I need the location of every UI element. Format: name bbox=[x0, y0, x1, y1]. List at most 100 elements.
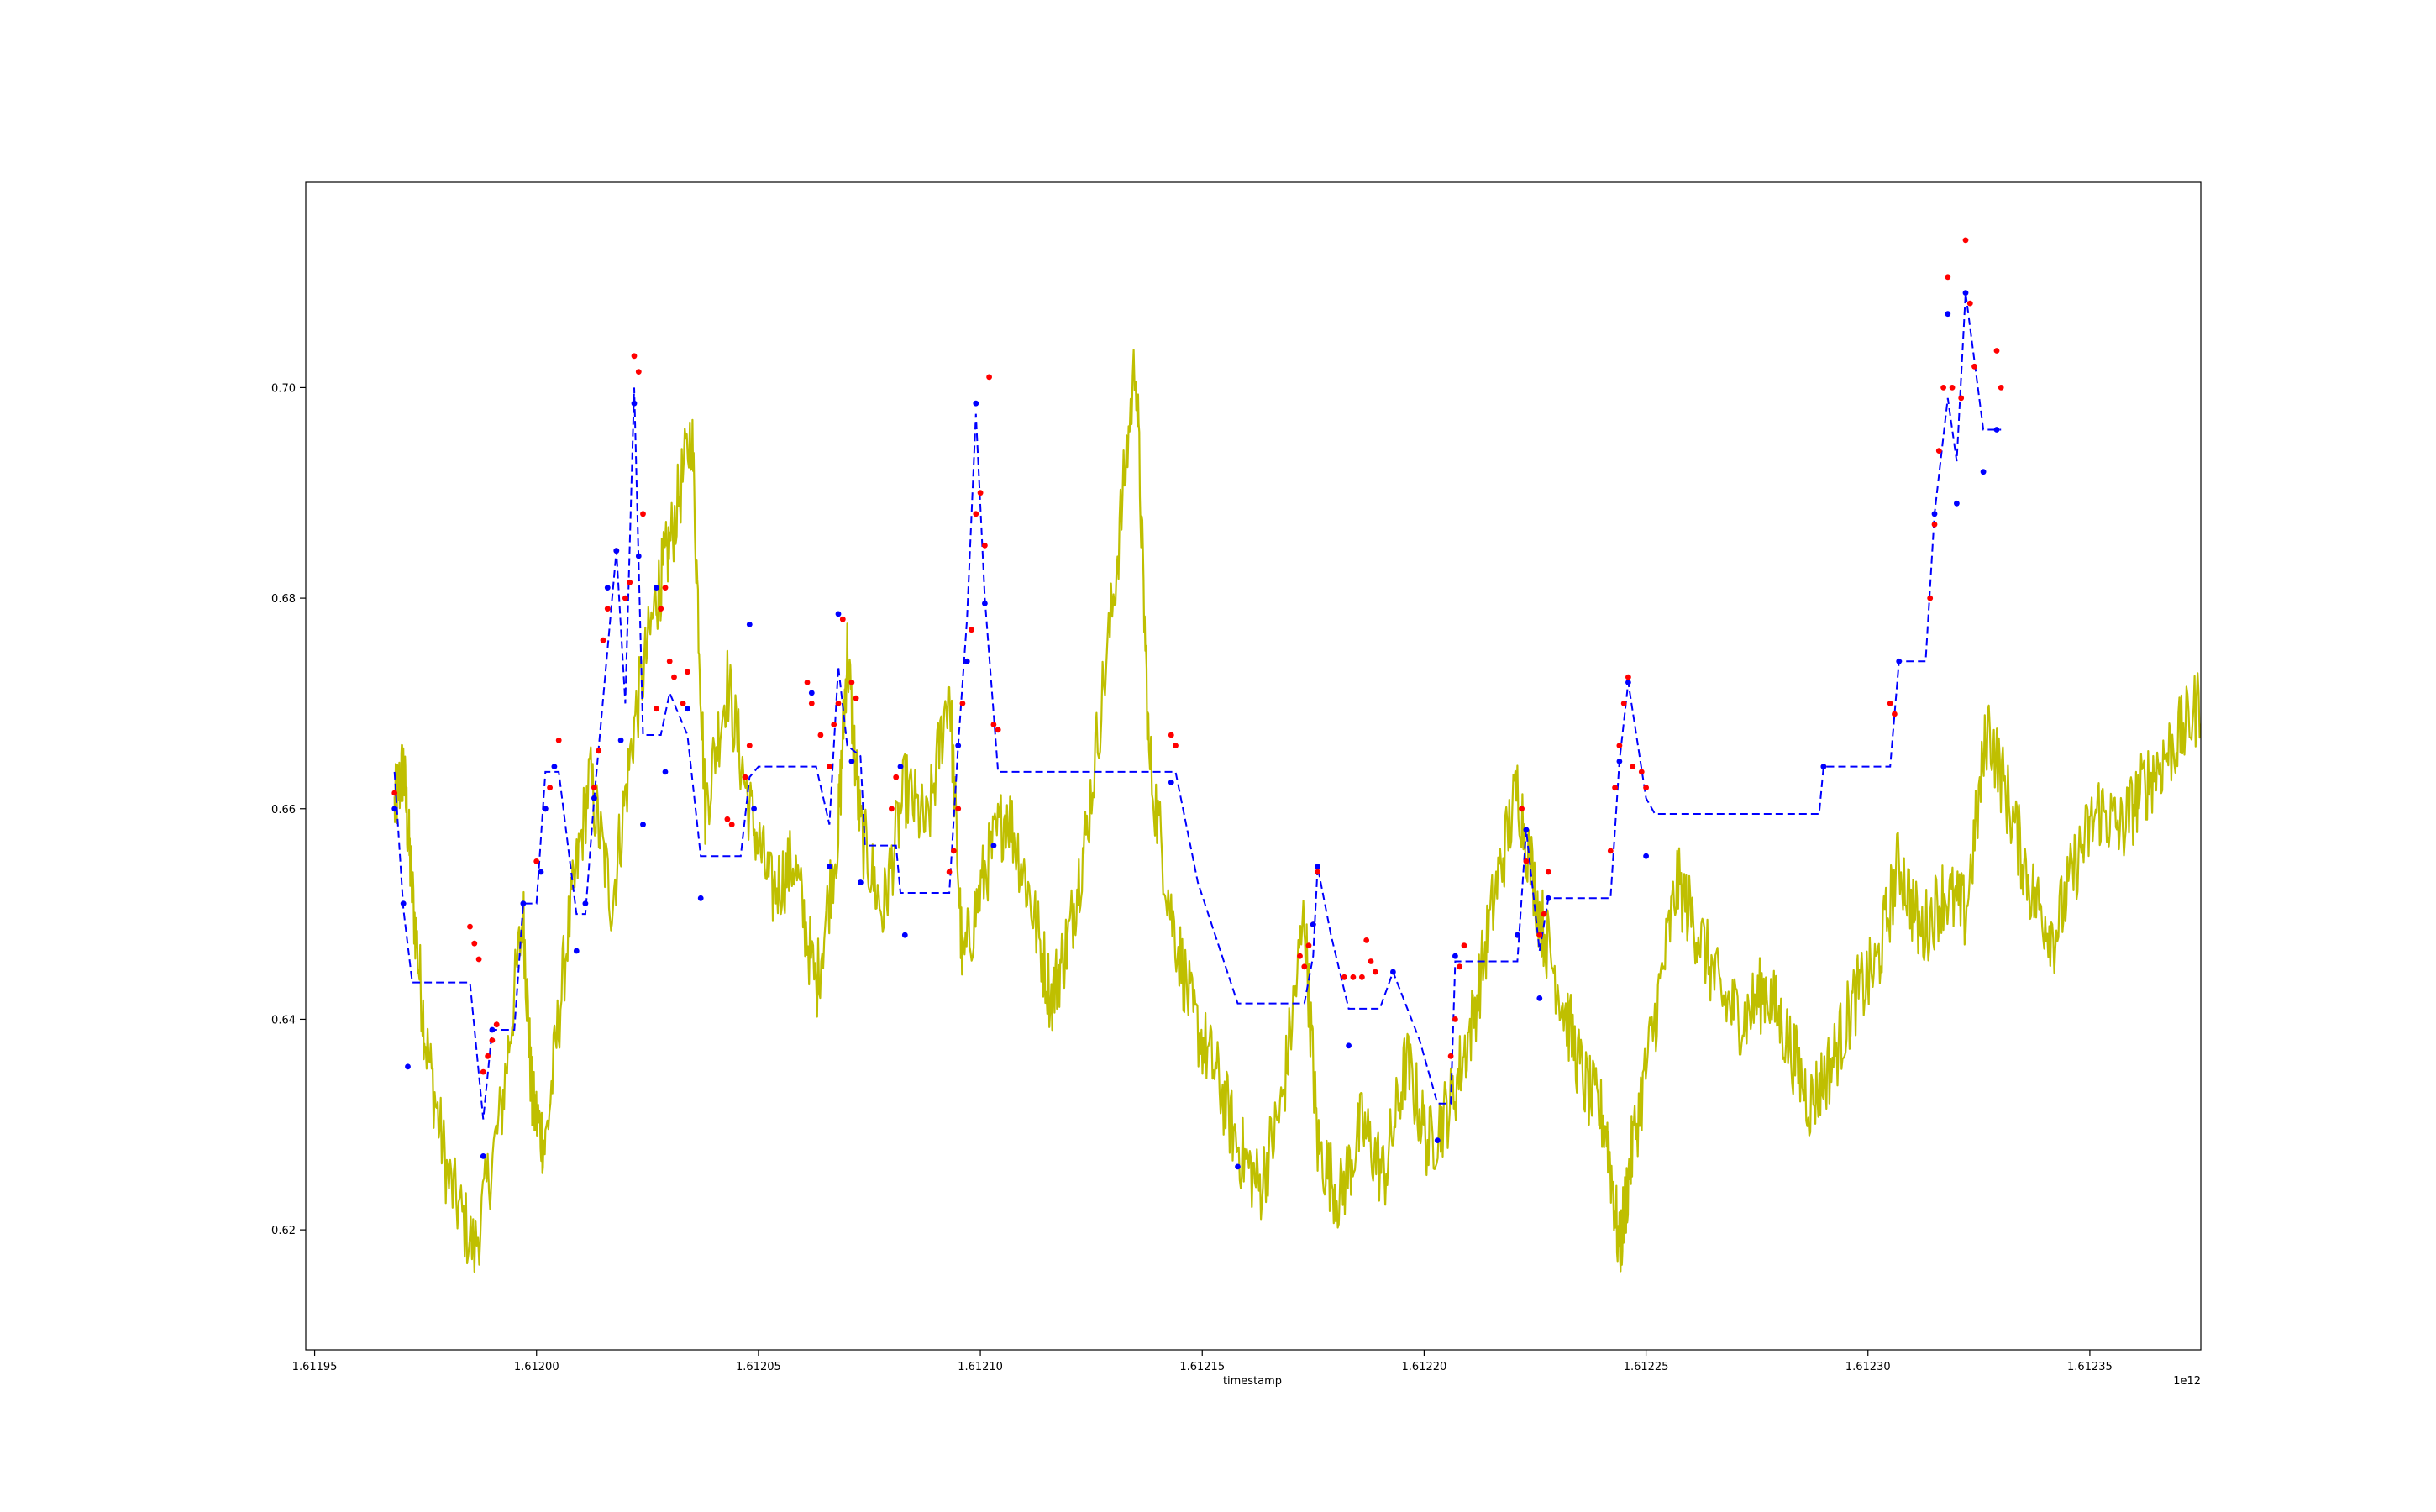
red-marker bbox=[1887, 701, 1893, 706]
blue-marker bbox=[973, 400, 979, 407]
blue-marker bbox=[662, 769, 669, 775]
red-marker bbox=[1341, 974, 1347, 980]
red-marker bbox=[471, 940, 478, 947]
red-marker bbox=[1892, 711, 1898, 717]
red-marker bbox=[658, 606, 664, 612]
red-marker bbox=[640, 511, 646, 517]
series-layer bbox=[391, 237, 2201, 1273]
x-axis-offset-label: 1e12 bbox=[2173, 1375, 2201, 1388]
x-tick-label: 1.61195 bbox=[292, 1361, 338, 1373]
red-marker bbox=[533, 858, 540, 864]
red-marker bbox=[1461, 942, 1467, 949]
blue-marker bbox=[746, 622, 753, 627]
red-marker bbox=[596, 748, 602, 754]
blue-marker bbox=[1346, 1042, 1352, 1049]
red-marker bbox=[1998, 385, 2004, 391]
blue-marker bbox=[808, 690, 815, 696]
red-marker bbox=[680, 701, 686, 706]
red-marker bbox=[1457, 963, 1463, 970]
blue-marker bbox=[1616, 759, 1623, 764]
red-marker bbox=[547, 785, 553, 791]
red-marker bbox=[1607, 848, 1614, 854]
blue-marker bbox=[640, 822, 646, 827]
blue-marker bbox=[635, 553, 642, 559]
blue-marker bbox=[1625, 680, 1631, 685]
blue-marker bbox=[751, 806, 757, 812]
blue-marker bbox=[1310, 921, 1316, 927]
red-marker bbox=[1545, 869, 1551, 875]
red-marker bbox=[1958, 395, 1965, 402]
red-marker bbox=[848, 680, 855, 685]
red-marker bbox=[662, 585, 669, 591]
red-marker bbox=[485, 1053, 491, 1059]
red-marker bbox=[982, 543, 988, 549]
red-marker bbox=[1363, 937, 1370, 943]
x-tick-label: 1.61225 bbox=[1624, 1361, 1669, 1373]
blue-marker bbox=[697, 895, 704, 901]
red-marker bbox=[969, 627, 974, 633]
blue-marker bbox=[1980, 469, 1987, 475]
red-marker bbox=[831, 722, 837, 727]
x-axis: 1.61195 1.61200 1.61205 1.61210 1.61215 1.612… bbox=[292, 1350, 2113, 1373]
blue-marker bbox=[1820, 764, 1827, 769]
red-marker bbox=[986, 374, 992, 381]
red-marker bbox=[808, 701, 815, 706]
y-tick-label: 0.68 bbox=[271, 593, 296, 606]
blue-marker bbox=[1315, 864, 1320, 870]
red-marker bbox=[671, 674, 677, 680]
red-marker bbox=[827, 764, 832, 769]
red-marker bbox=[1927, 595, 1934, 601]
red-marker bbox=[1966, 300, 1973, 307]
red-marker bbox=[817, 732, 824, 738]
blue-marker bbox=[685, 706, 690, 712]
red-marker bbox=[627, 579, 633, 585]
red-marker bbox=[990, 722, 997, 727]
blue-marker bbox=[400, 900, 407, 906]
red-marker bbox=[1305, 942, 1312, 949]
blue-marker bbox=[990, 843, 997, 848]
red-marker bbox=[1940, 385, 1947, 391]
red-marker bbox=[1368, 958, 1374, 964]
blue-marker bbox=[1523, 827, 1530, 833]
red-marker bbox=[600, 637, 606, 643]
red-marker bbox=[973, 511, 979, 517]
red-marker bbox=[1616, 743, 1623, 748]
blue-marker bbox=[1643, 853, 1649, 859]
red-marker bbox=[1315, 869, 1320, 875]
red-marker bbox=[1372, 969, 1378, 975]
red-marker bbox=[724, 816, 731, 822]
red-marker bbox=[1962, 237, 1969, 244]
red-marker bbox=[1612, 785, 1618, 791]
blue-marker bbox=[1515, 932, 1520, 938]
blue-marker bbox=[1931, 511, 1938, 517]
y-tick-label: 0.64 bbox=[271, 1014, 296, 1026]
blue-marker bbox=[955, 743, 962, 748]
red-marker bbox=[1935, 448, 1942, 454]
blue-marker bbox=[1168, 780, 1174, 785]
blue-marker bbox=[538, 869, 544, 875]
x-tick-label: 1.61220 bbox=[1402, 1361, 1447, 1373]
blue-marker bbox=[827, 864, 832, 870]
red-marker bbox=[1536, 932, 1543, 938]
red-marker bbox=[959, 701, 966, 706]
blue-marker bbox=[1452, 953, 1458, 959]
blue-marker bbox=[613, 548, 620, 554]
red-marker bbox=[604, 606, 611, 612]
red-marker bbox=[1297, 953, 1303, 959]
red-marker bbox=[995, 727, 1001, 733]
red-marker bbox=[1452, 1016, 1458, 1022]
x-tick-label: 1.61200 bbox=[514, 1361, 559, 1373]
y-tick-label: 0.70 bbox=[271, 382, 296, 395]
blue-marker bbox=[604, 585, 611, 591]
blue-marker bbox=[1896, 658, 1903, 664]
blue-marker bbox=[480, 1153, 486, 1159]
x-tick-label: 1.61205 bbox=[736, 1361, 781, 1373]
red-marker bbox=[489, 1037, 496, 1043]
red-marker bbox=[946, 869, 953, 875]
red-marker bbox=[951, 848, 957, 854]
blue-marker bbox=[897, 764, 904, 769]
y-axis: 0.62 0.64 0.66 0.68 0.70 bbox=[271, 382, 306, 1237]
red-marker bbox=[631, 353, 638, 360]
red-marker bbox=[853, 695, 859, 701]
